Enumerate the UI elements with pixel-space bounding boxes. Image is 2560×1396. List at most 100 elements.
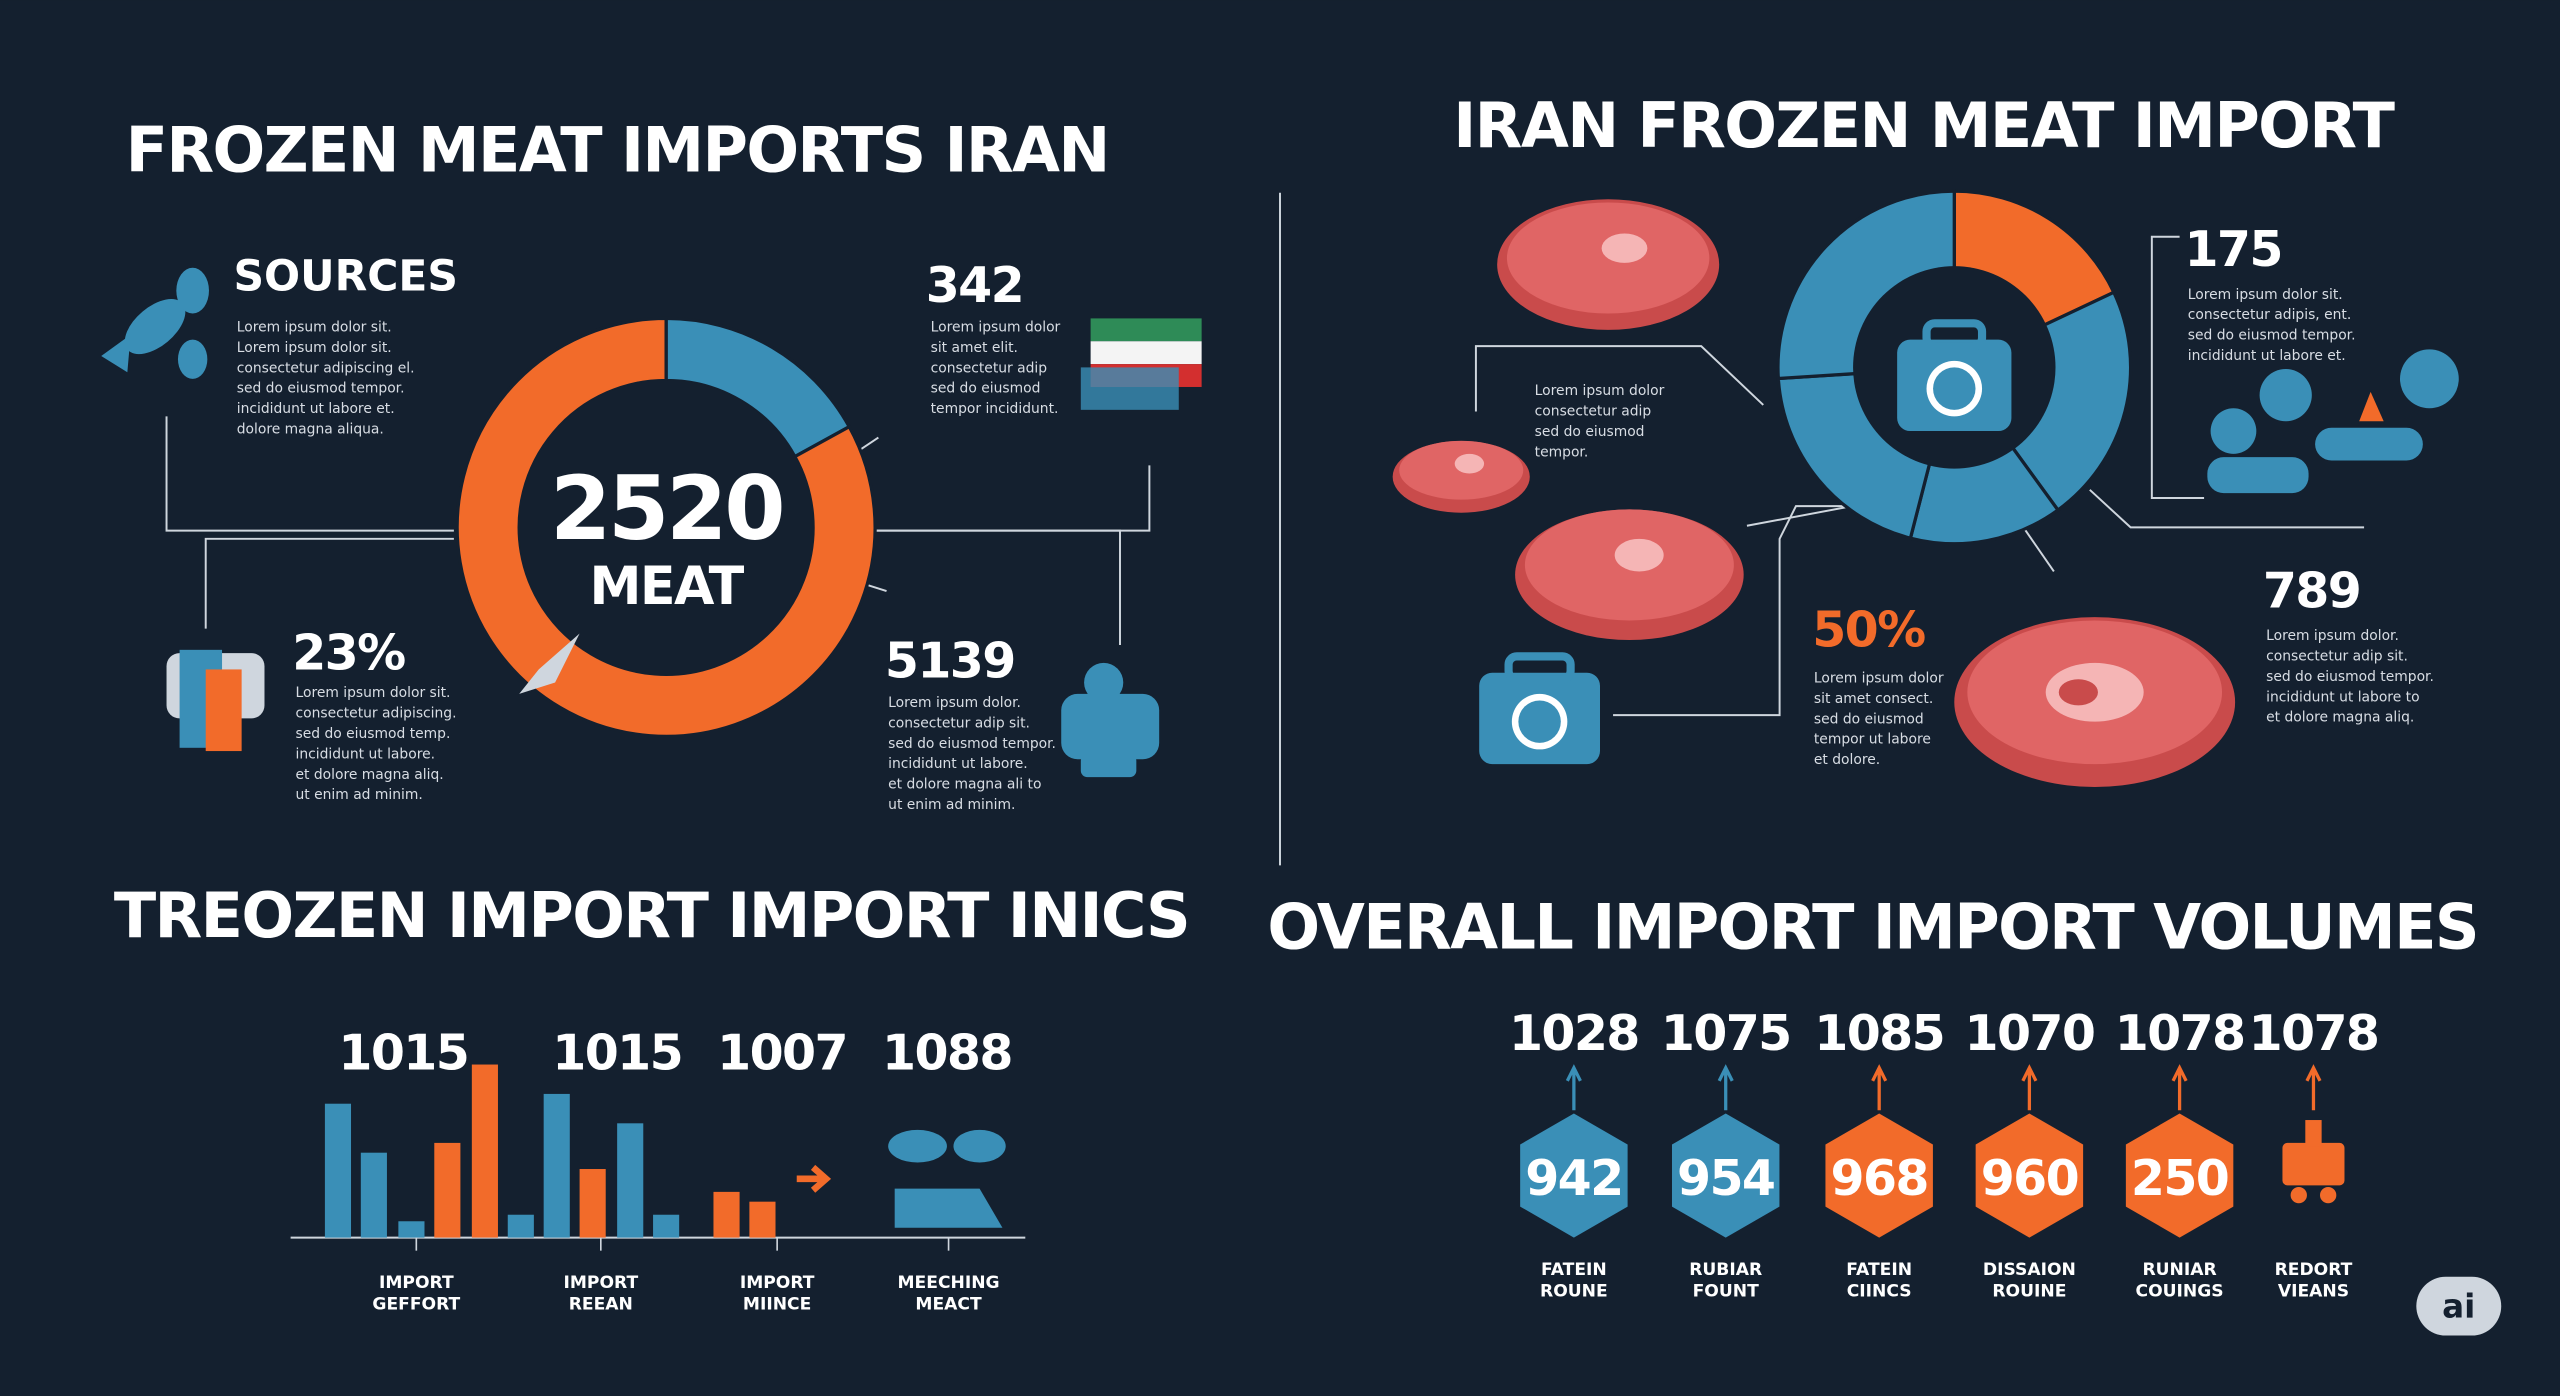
bar [713, 1191, 740, 1238]
bar [579, 1169, 606, 1238]
hex-value: 250 [2131, 1150, 2228, 1207]
callout-text: dolore magna aliqua. [237, 422, 384, 438]
callout-text: Lorem ipsum dolor sit. [296, 685, 451, 701]
category-label: GEFFORT [372, 1294, 460, 1314]
callout-text: sed do eiusmod temp. [296, 726, 451, 742]
hexagon [1825, 1113, 1933, 1238]
callout-text: incididunt ut labore et. [237, 401, 395, 417]
bars: 1015 1015 1007 1088IMPORTGEFFORTIMPORTREEAN… [324, 1024, 1013, 1314]
left-callouts: Lorem ipsum dolor sit. Lorem ipsum dolor … [237, 257, 1061, 813]
bar [653, 1214, 680, 1238]
donut-right [1776, 189, 2133, 546]
hex-top-value: 1028 [1509, 1005, 1639, 1062]
donut-center-value: 2520 [550, 457, 782, 560]
callout-text: ut enim ad minim. [296, 787, 423, 803]
badge[interactable]: ai [2416, 1276, 2502, 1336]
bar [749, 1201, 776, 1238]
hex-top-value: 1070 [1965, 1005, 2095, 1062]
hex-label: DISSAION [1983, 1260, 2076, 1280]
bar [434, 1142, 461, 1238]
flag [1080, 318, 1202, 410]
rocket-icon [2282, 1120, 2345, 1204]
hex-value: 968 [1831, 1150, 1928, 1207]
callout-text: et dolore. [1814, 752, 1880, 768]
bar-group-label: 1088 [882, 1024, 1012, 1081]
meat-icons [1392, 199, 2236, 787]
hex-label: FOUNT [1693, 1281, 1759, 1301]
arrow-icon [796, 1164, 832, 1193]
fish-icon [101, 267, 209, 379]
hex-label: RUNIAR [2142, 1260, 2216, 1280]
callout-text: sed do eiusmod [1814, 711, 1924, 727]
callout-text: consectetur adipiscing. [296, 706, 457, 722]
callout-text: consectetur adipis, ent. [2188, 307, 2352, 323]
up-arrow [1871, 1064, 1888, 1111]
up-arrow [2305, 1064, 2322, 1111]
category-label: MIINCE [743, 1294, 811, 1314]
bar [360, 1152, 387, 1238]
callout-text: Lorem ipsum dolor sit. [237, 319, 392, 335]
hex-title: OVERALL IMPORT IMPORT VOLUMES [1267, 891, 2477, 964]
hex-label: VIEANS [2278, 1281, 2349, 1301]
callout-text: sed do eiusmod tempor. [888, 736, 1056, 752]
callout-value: 789 [2263, 562, 2360, 619]
bar [507, 1214, 534, 1238]
badge-text[interactable]: ai [2442, 1288, 2475, 1326]
right-callouts: 175 Lorem ipsum dolor sit. consectetur adi… [1535, 221, 2434, 768]
hex-label: FATEIN [1541, 1260, 1607, 1280]
callout-text: sit amet consect. [1814, 691, 1933, 707]
callout-text: et dolore magna aliq. [2266, 710, 2414, 726]
bar [471, 1064, 498, 1238]
hex-label: COUINGS [2136, 1281, 2224, 1301]
callout-text: Lorem ipsum dolor sit. [237, 340, 392, 356]
people-icon [166, 649, 265, 752]
category-label: IMPORT [564, 1273, 639, 1293]
donut-hole [519, 380, 814, 675]
hex-label: REDORT [2275, 1260, 2353, 1280]
hex-label: RUBIAR [1689, 1260, 1762, 1280]
hex-value: 942 [1525, 1150, 1622, 1207]
bar [398, 1221, 425, 1238]
bar [324, 1103, 352, 1238]
callout-text: consectetur adip sit. [888, 715, 1030, 731]
bar-group-label: 1015 [552, 1024, 682, 1081]
category-label: MEECHING [898, 1273, 1000, 1293]
callout-text: incididunt ut labore. [296, 746, 436, 762]
callout-text: sed do eiusmod tempor. [2188, 328, 2356, 344]
hex-top-value: 1075 [1661, 1005, 1791, 1062]
callout-text: Lorem ipsum dolor sit. [2188, 287, 2343, 303]
callout-text: sit amet elit. [931, 340, 1018, 356]
callout-value: 5139 [885, 633, 1015, 690]
bar [543, 1093, 570, 1238]
callout-text: Lorem ipsum dolor [1814, 670, 1944, 686]
hexagon [1671, 1113, 1780, 1238]
hex-label: ROUINE [1992, 1281, 2066, 1301]
hex-label: ROUNE [1540, 1281, 1608, 1301]
right-title: IRAN FROZEN MEAT IMPORT [1453, 89, 2394, 162]
hexagon [1520, 1113, 1628, 1238]
callout-text: tempor ut labore [1814, 732, 1931, 748]
callout-text: Lorem ipsum dolor [931, 319, 1061, 335]
bars-title: TREOZEN IMPORT IMPORT INICS [114, 879, 1189, 952]
callout-value: 50% [1812, 602, 1925, 659]
callout-text: tempor. [1535, 444, 1589, 460]
callout-text: et dolore magna ali to [888, 777, 1041, 793]
callout-text: incididunt ut labore et. [2188, 348, 2346, 364]
hexagon [1975, 1113, 2084, 1238]
donut-center-label: MEAT [590, 557, 745, 617]
callout-text: Lorem ipsum dolor. [2266, 628, 2399, 644]
callout-text: sed do eiusmod tempor. [2266, 669, 2434, 685]
callout-text: consectetur adip sit. [2266, 648, 2408, 664]
hex-top-value: 1078 [2115, 1005, 2245, 1062]
cloud-icons [2207, 349, 2459, 494]
up-arrow [2171, 1064, 2188, 1111]
category-label: IMPORT [379, 1273, 454, 1293]
up-arrow [1717, 1064, 1734, 1111]
pointer [519, 633, 580, 694]
callout-text: Lorem ipsum dolor. [888, 695, 1021, 711]
hex-value: 960 [1981, 1150, 2078, 1207]
hexagons: 1028942FATEINROUNE1075954RUBIARFOUNT1085… [1509, 1005, 2380, 1302]
callout-text: incididunt ut labore. [888, 756, 1028, 772]
callout-text: sed do eiusmod [1535, 424, 1645, 440]
